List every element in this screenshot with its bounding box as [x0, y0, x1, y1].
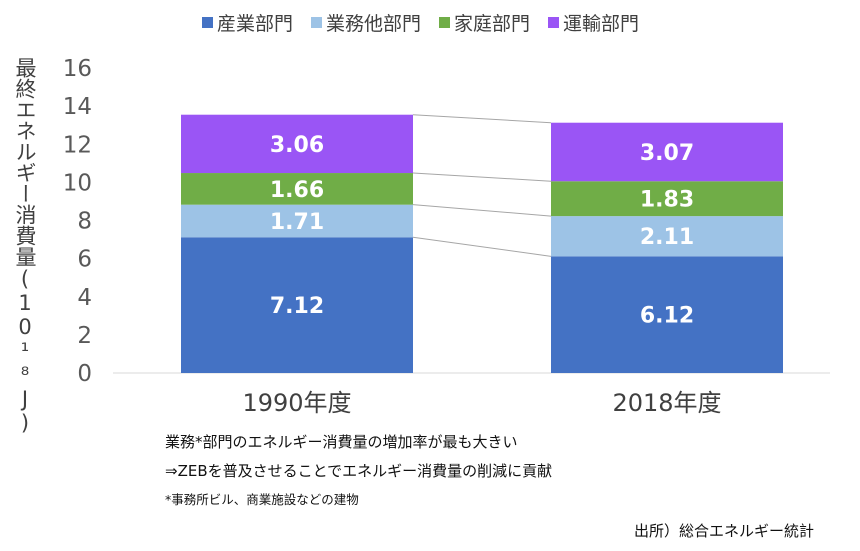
data-label: 1.71 [270, 210, 324, 235]
bar-segment-2 [551, 216, 783, 257]
y-tick-label: 12 [63, 132, 92, 158]
y-tick-label: 14 [63, 94, 92, 120]
y-tick-label: 8 [77, 209, 92, 235]
note-line-1: 業務*部門のエネルギー消費量の増加率が最も大きい [165, 433, 518, 451]
footnote: *事務所ビル、商業施設などの建物 [165, 492, 359, 507]
legend-item-4: 運輸部門 [563, 13, 639, 35]
data-label: 3.07 [640, 141, 694, 166]
y-tick-label: 6 [77, 247, 92, 273]
data-label: 1.66 [270, 178, 324, 203]
series-connector-line [412, 204, 552, 217]
y-tick-label: 4 [77, 285, 92, 311]
legend-item-3: 家庭部門 [454, 13, 530, 35]
data-label: 3.06 [270, 133, 324, 158]
bar-segment-1 [181, 237, 413, 373]
x-category-label: 1990年度 [242, 389, 351, 417]
y-tick-label: 2 [77, 323, 92, 349]
bar-segment-2 [181, 204, 413, 238]
legend-item-1: 産業部門 [217, 13, 293, 35]
note-line-2: ⇒ZEBを普及させることでエネルギー消費量の削減に貢献 [165, 462, 553, 480]
x-category-label: 2018年度 [612, 389, 721, 417]
y-tick-label: 0 [77, 361, 92, 387]
bar-segment-1 [551, 256, 783, 373]
legend-swatch [439, 17, 450, 28]
series-connector-line [412, 236, 552, 257]
series-connector-line [412, 114, 552, 124]
bar-segment-4 [181, 114, 413, 174]
y-tick-label: 16 [63, 56, 92, 82]
legend-swatch [311, 17, 322, 28]
data-label: 7.12 [270, 294, 324, 319]
bar-segment-3 [551, 181, 783, 217]
source-note: 出所）総合エネルギー統計 [633, 522, 814, 540]
bar-segment-3 [181, 173, 413, 205]
y-tick-label: 10 [63, 170, 92, 196]
series-connector-line [412, 172, 552, 182]
legend-swatch [548, 17, 559, 28]
data-label: 6.12 [640, 304, 694, 329]
legend-swatch [202, 17, 213, 28]
data-label: 2.11 [640, 225, 694, 250]
data-label: 1.83 [640, 188, 694, 213]
legend-item-2: 業務他部門 [326, 13, 421, 35]
y-axis-label: 最終エネルギー消費量(10¹⁸J) [13, 57, 37, 435]
bar-segment-4 [551, 122, 783, 182]
